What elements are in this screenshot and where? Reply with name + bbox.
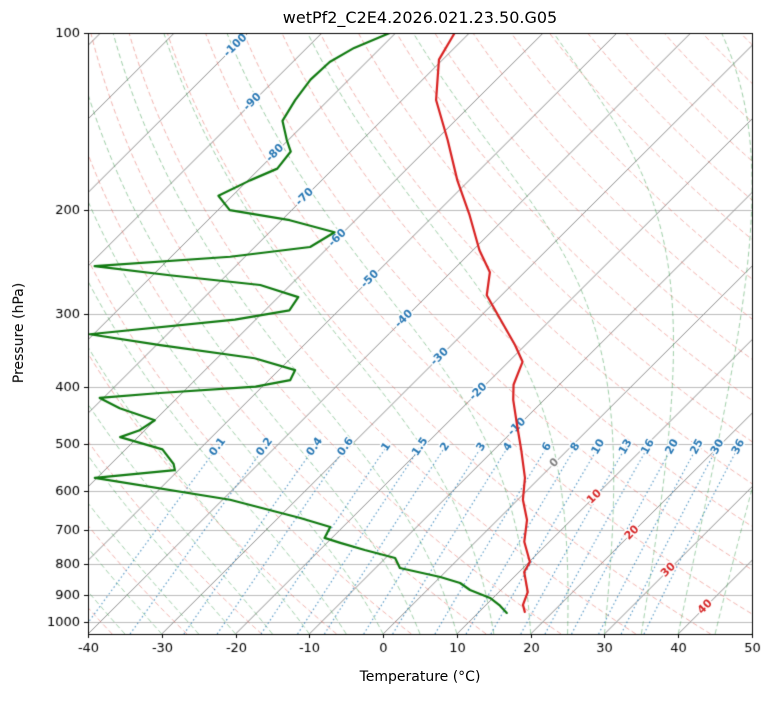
chart-title: wetPf2_C2E4.2026.021.23.50.G05 xyxy=(282,8,558,27)
x-axis-label: Temperature (°C) xyxy=(359,669,481,685)
y-axis-label: Pressure (hPa) xyxy=(11,282,27,384)
